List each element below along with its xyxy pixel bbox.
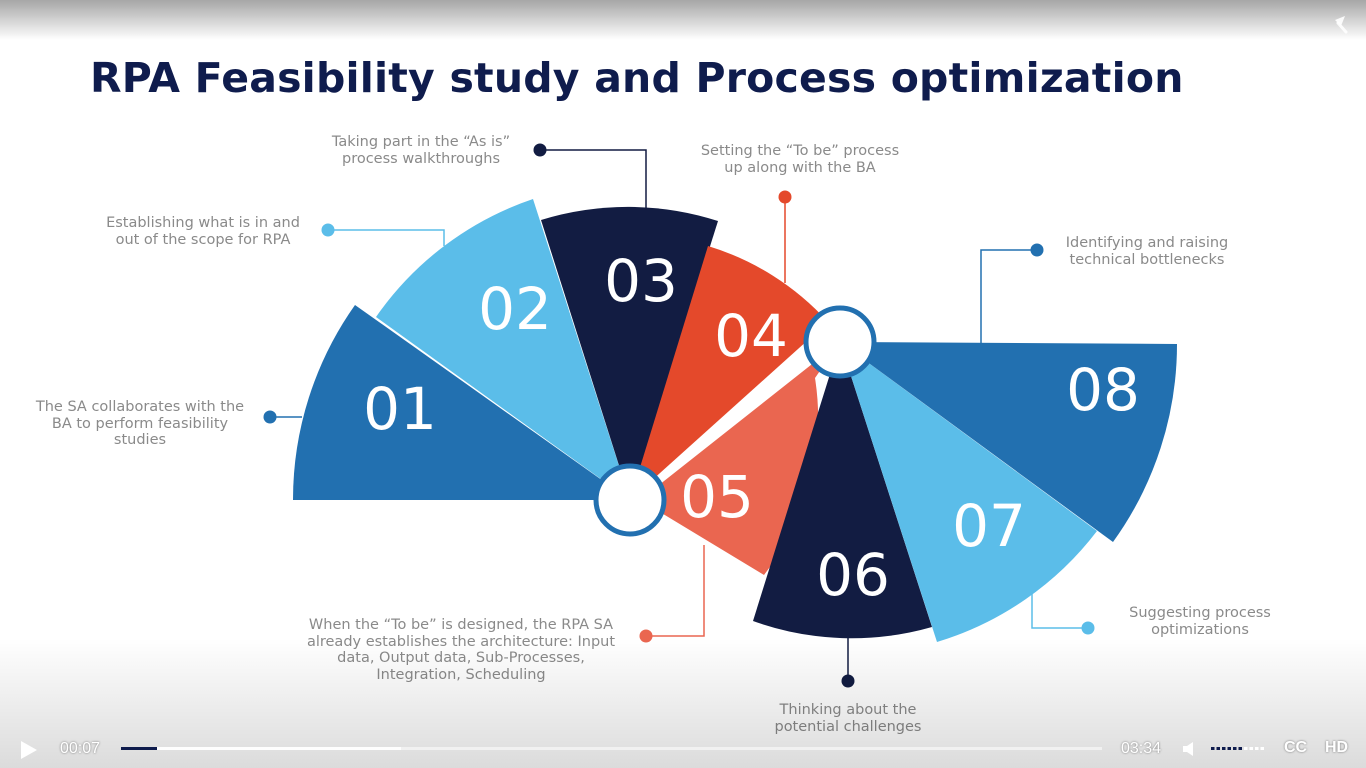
volume-segment <box>1238 747 1242 750</box>
label-04: Setting the “To be” process up along wit… <box>700 143 900 176</box>
segment-04-wedge <box>630 246 828 500</box>
segment-04-number: 04 <box>714 302 788 370</box>
segment-08-wedge <box>840 342 1177 542</box>
progress-bar[interactable] <box>121 747 1102 750</box>
dot-08 <box>1030 243 1044 257</box>
segment-03-number: 03 <box>604 247 678 315</box>
volume-segment <box>1211 747 1215 750</box>
volume-segment <box>1255 747 1259 750</box>
connector-07 <box>1031 592 1088 629</box>
volume-segment <box>1244 747 1248 750</box>
segment-01-number: 01 <box>363 375 437 443</box>
connector-03 <box>540 149 647 210</box>
segment-07-number: 07 <box>952 492 1026 560</box>
progress-buffered <box>121 747 401 750</box>
volume-segment <box>1260 747 1264 750</box>
hub-circle-right <box>803 305 877 379</box>
connector-05 <box>646 545 705 637</box>
volume-segment <box>1249 747 1253 750</box>
connector-02 <box>328 229 445 246</box>
label-01: The SA collaborates with the BA to perfo… <box>35 399 245 448</box>
dot-01 <box>263 410 277 424</box>
volume-icon[interactable] <box>1182 741 1198 757</box>
segment-03-wedge <box>541 206 718 500</box>
connector-08 <box>980 249 1037 344</box>
segment-06-number: 06 <box>816 541 890 609</box>
label-03: Taking part in the “As is” process walkt… <box>331 134 511 167</box>
volume-segment <box>1216 747 1220 750</box>
label-08: Identifying and raising technical bottle… <box>1065 235 1229 268</box>
cc-button[interactable]: CC <box>1284 739 1308 756</box>
dot-04 <box>778 190 792 204</box>
segment-06-wedge <box>753 342 932 639</box>
hd-button[interactable]: HD <box>1325 739 1349 756</box>
segment-05-number: 05 <box>680 463 754 531</box>
progress-played <box>121 747 157 750</box>
hub-circle-left <box>593 463 667 537</box>
dot-02 <box>321 223 335 237</box>
segment-02-number: 02 <box>478 275 552 343</box>
video-controls: 00:07 03:34 CC HD <box>0 730 1366 768</box>
dot-03 <box>533 143 547 157</box>
share-icon[interactable] <box>1326 12 1350 36</box>
segment-01-wedge <box>292 305 630 500</box>
slide-title: RPA Feasibility study and Process optimi… <box>90 54 1184 102</box>
duration: 03:34 <box>1121 740 1162 757</box>
dot-07 <box>1081 621 1095 635</box>
label-05: When the “To be” is designed, the RPA SA… <box>306 617 616 683</box>
label-07: Suggesting process optimizations <box>1129 605 1271 638</box>
current-time: 00:07 <box>60 740 101 757</box>
segment-08-number: 08 <box>1066 356 1140 424</box>
label-06: Thinking about the potential challenges <box>774 702 922 735</box>
volume-slider[interactable] <box>1211 746 1267 752</box>
volume-segment <box>1233 747 1237 750</box>
volume-segment <box>1227 747 1231 750</box>
dot-05 <box>639 629 653 643</box>
connector-lines <box>270 149 1088 681</box>
segment-07-wedge <box>840 342 1097 642</box>
segment-02-wedge <box>376 199 630 500</box>
volume-segment <box>1222 747 1226 750</box>
connector-dots <box>263 143 1095 688</box>
dot-06 <box>841 674 855 688</box>
label-02: Establishing what is in and out of the s… <box>106 215 300 248</box>
play-icon[interactable] <box>18 739 40 761</box>
